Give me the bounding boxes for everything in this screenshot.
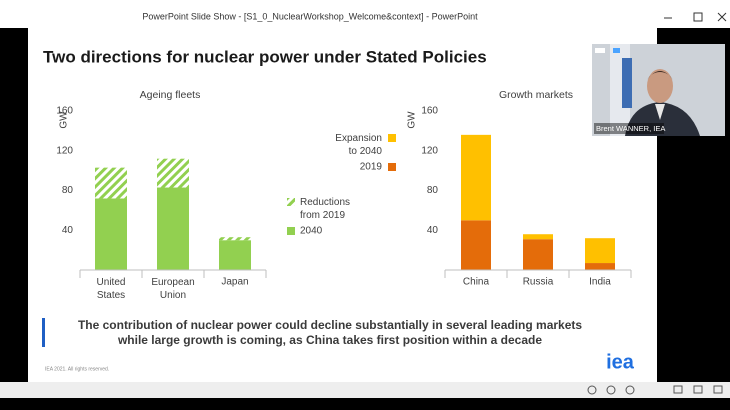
bar-segment bbox=[585, 263, 615, 270]
legend-label: Expansion to 2040 bbox=[335, 133, 382, 157]
bar-segment bbox=[461, 220, 491, 270]
y-tick-label: 120 bbox=[421, 145, 438, 156]
legend-label: 2019 bbox=[360, 162, 383, 173]
legend-swatch bbox=[388, 134, 396, 142]
message-line: while large growth is coming, as China t… bbox=[117, 333, 542, 347]
legend-swatch bbox=[287, 198, 295, 206]
slide bbox=[28, 28, 657, 382]
bar-segment bbox=[523, 234, 553, 240]
participant-name: Brent WANNER, IEA bbox=[596, 124, 665, 133]
y-tick-label: 80 bbox=[62, 185, 74, 196]
bar-segment bbox=[95, 167, 127, 199]
accent-bar bbox=[42, 318, 45, 347]
title-bar bbox=[0, 0, 730, 28]
chart-title: Growth markets bbox=[499, 89, 573, 101]
y-tick-label: 160 bbox=[421, 106, 438, 117]
legend-swatch bbox=[287, 227, 295, 235]
y-tick-label: 120 bbox=[56, 145, 73, 156]
footer: IEA 2021. All rights reserved. bbox=[45, 366, 109, 372]
close-button[interactable] bbox=[717, 12, 727, 22]
maximize-button[interactable] bbox=[693, 12, 703, 22]
bar-segment bbox=[219, 237, 251, 241]
x-tick-label: European Union bbox=[151, 277, 194, 301]
legend-label: Reductions from 2019 bbox=[300, 197, 350, 221]
status-bar bbox=[0, 382, 730, 398]
slide-controls[interactable] bbox=[587, 385, 723, 395]
x-tick-label: Japan bbox=[221, 277, 248, 288]
y-axis-label: GW bbox=[407, 111, 418, 129]
y-tick-label: 160 bbox=[56, 106, 73, 117]
video-tile: Brent WANNER, IEA bbox=[592, 44, 725, 136]
y-tick-label: 80 bbox=[427, 185, 439, 196]
x-tick-label: United States bbox=[97, 277, 126, 301]
legend-label: 2040 bbox=[300, 226, 323, 237]
bar-segment bbox=[157, 187, 189, 270]
x-tick-label: India bbox=[589, 277, 611, 288]
slide-title: Two directions for nuclear power under S… bbox=[43, 47, 487, 66]
legend-swatch bbox=[388, 163, 396, 171]
logo: iea bbox=[606, 351, 635, 373]
bar-segment bbox=[157, 158, 189, 188]
x-tick-label: China bbox=[463, 277, 490, 288]
chart-title: Ageing fleets bbox=[140, 89, 201, 101]
x-tick-label: Russia bbox=[523, 277, 554, 288]
bar-segment bbox=[461, 134, 491, 221]
message-line: The contribution of nuclear power could … bbox=[78, 318, 582, 332]
bar-segment bbox=[585, 238, 615, 264]
window-title: PowerPoint Slide Show - [S1_0_NuclearWor… bbox=[142, 11, 478, 21]
y-tick-label: 40 bbox=[427, 225, 439, 236]
bar-segment bbox=[219, 240, 251, 270]
bar-segment bbox=[523, 239, 553, 270]
bar-segment bbox=[95, 198, 127, 270]
y-tick-label: 40 bbox=[62, 225, 74, 236]
y-axis-label: GW bbox=[59, 111, 70, 129]
